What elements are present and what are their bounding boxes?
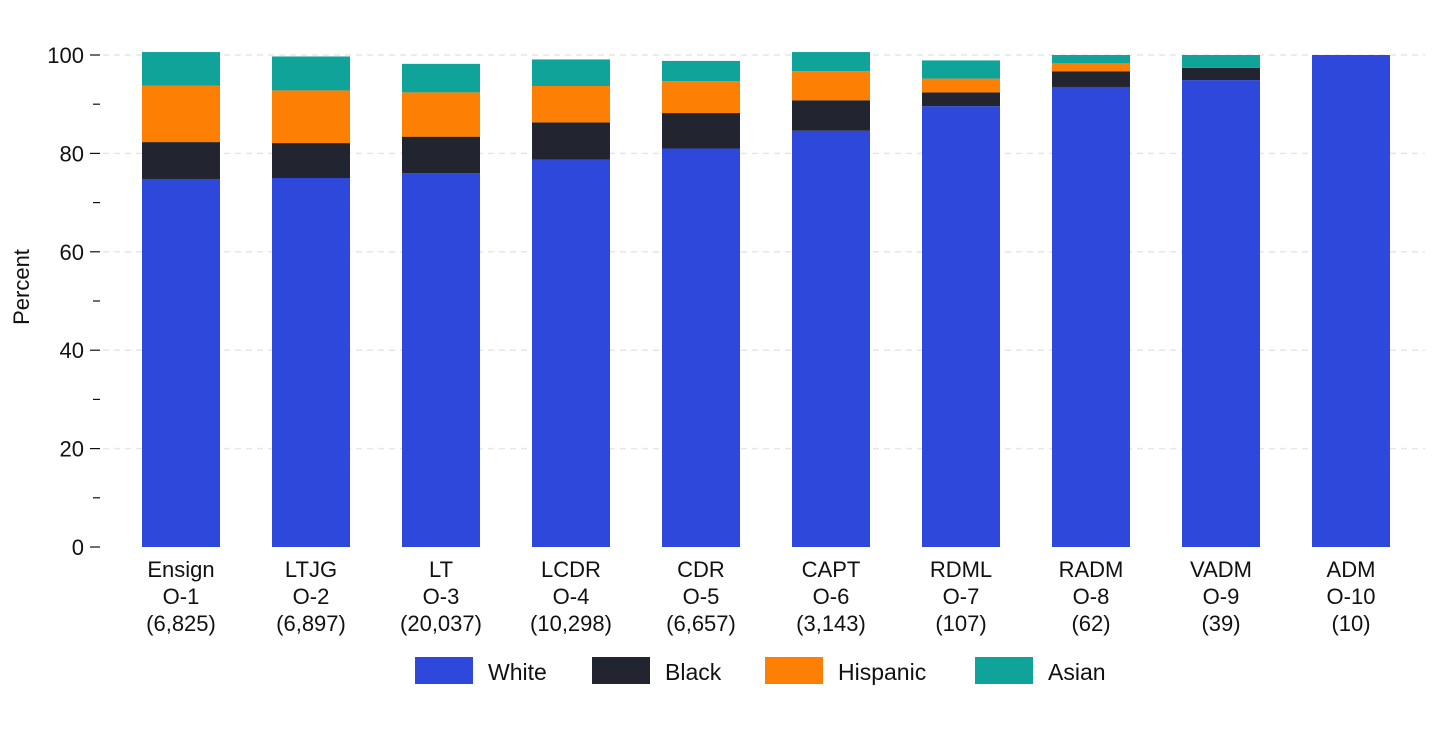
x-category-rank-label: CDR — [677, 557, 725, 582]
bar-segment-asian — [1182, 55, 1260, 68]
bar-segment-hispanic — [792, 71, 870, 101]
x-category-grade-label: O-4 — [553, 584, 590, 609]
legend-swatch-asian — [975, 657, 1033, 684]
x-category-grade-label: O-9 — [1203, 584, 1240, 609]
x-category-rank-label: RADM — [1059, 557, 1124, 582]
x-category-grade-label: O-3 — [423, 584, 460, 609]
x-category-grade-label: O-7 — [943, 584, 980, 609]
bar-segment-white — [922, 106, 1000, 547]
bar-segment-asian — [1052, 55, 1130, 64]
y-axis: 0 20 40 60 80 100 — [47, 43, 100, 560]
bar-segment-hispanic — [142, 85, 220, 143]
y-tick-label: 0 — [72, 535, 84, 560]
bar-segment-black — [142, 142, 220, 179]
bar-segment-hispanic — [662, 81, 740, 114]
bar-segment-white — [402, 173, 480, 547]
x-category-rank-label: VADM — [1190, 557, 1252, 582]
bar-segment-white — [1182, 80, 1260, 547]
x-category-grade-label: O-8 — [1073, 584, 1110, 609]
bar-segment-asian — [532, 59, 610, 86]
x-category-rank-label: RDML — [930, 557, 992, 582]
legend-swatch-black — [592, 657, 650, 684]
x-category-count-label: (3,143) — [796, 611, 866, 636]
y-axis-title: Percent — [9, 249, 34, 325]
bar-segment-black — [272, 143, 350, 178]
bar-segment-black — [792, 100, 870, 131]
bar-segment-hispanic — [402, 92, 480, 137]
x-category-grade-label: O-10 — [1327, 584, 1376, 609]
x-category-rank-label: LCDR — [541, 557, 601, 582]
legend-label-white: White — [488, 659, 547, 685]
bar-segment-white — [272, 178, 350, 547]
x-category-count-label: (6,897) — [276, 611, 346, 636]
x-category-rank-label: CAPT — [802, 557, 861, 582]
x-category-grade-label: O-5 — [683, 584, 720, 609]
x-category-count-label: (6,825) — [146, 611, 216, 636]
bar-segment-hispanic — [532, 85, 610, 123]
x-category-rank-label: LT — [429, 557, 453, 582]
x-category-count-label: (10) — [1331, 611, 1370, 636]
legend: White Black Hispanic Asian — [415, 657, 1106, 685]
y-tick-label: 20 — [60, 437, 84, 462]
legend-label-asian: Asian — [1048, 659, 1106, 685]
legend-swatch-hispanic — [765, 657, 823, 684]
bar-segment-white — [792, 130, 870, 547]
bar-segment-white — [1052, 86, 1130, 547]
bar-segment-black — [1182, 67, 1260, 81]
bar-segment-asian — [142, 52, 220, 86]
x-category-grade-label: O-6 — [813, 584, 850, 609]
y-tick-label: 100 — [47, 43, 84, 68]
x-category-count-label: (107) — [935, 611, 986, 636]
bar-segment-black — [1052, 71, 1130, 87]
y-tick-label: 60 — [60, 240, 84, 265]
bar-segment-white — [532, 159, 610, 547]
bar-segment-asian — [922, 60, 1000, 79]
bar-segment-hispanic — [1052, 63, 1130, 72]
bar-segment-hispanic — [922, 78, 1000, 93]
legend-label-hispanic: Hispanic — [838, 659, 926, 685]
y-tick-label: 40 — [60, 338, 84, 363]
bar-segment-hispanic — [272, 90, 350, 144]
x-category-rank-label: Ensign — [147, 557, 214, 582]
bar-segment-white — [142, 178, 220, 547]
bar-segment-black — [922, 92, 1000, 107]
y-tick-label: 80 — [60, 141, 84, 166]
x-category-grade-label: O-2 — [293, 584, 330, 609]
legend-swatch-white — [415, 657, 473, 684]
bar-segment-white — [662, 148, 740, 548]
bars — [142, 52, 1390, 548]
x-category-count-label: (20,037) — [400, 611, 482, 636]
x-category-rank-label: LTJG — [285, 557, 337, 582]
x-category-rank-label: ADM — [1327, 557, 1376, 582]
legend-label-black: Black — [665, 659, 722, 685]
x-category-count-label: (10,298) — [530, 611, 612, 636]
x-category-count-label: (6,657) — [666, 611, 736, 636]
bar-segment-white — [1312, 55, 1390, 547]
bar-segment-asian — [272, 56, 350, 91]
x-category-grade-label: O-1 — [163, 584, 200, 609]
bar-segment-black — [662, 113, 740, 149]
bar-segment-black — [402, 136, 480, 174]
bar-segment-asian — [402, 63, 480, 93]
x-category-count-label: (39) — [1201, 611, 1240, 636]
x-category-count-label: (62) — [1071, 611, 1110, 636]
bar-segment-asian — [792, 52, 870, 72]
bar-segment-asian — [662, 60, 740, 82]
bar-segment-black — [532, 122, 610, 160]
